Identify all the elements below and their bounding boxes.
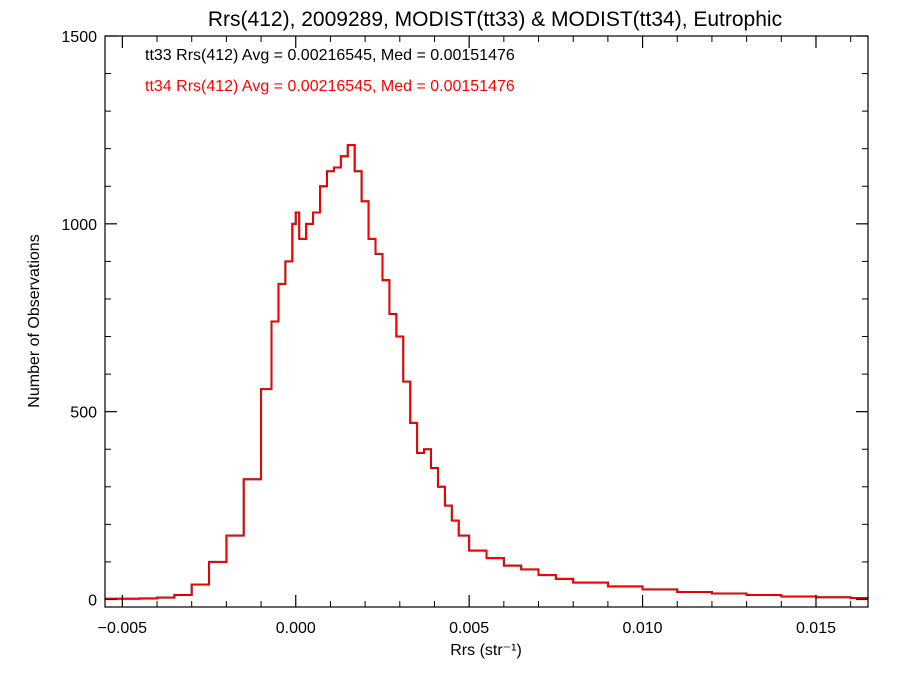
y-tick-label: 1500 [61,29,97,46]
y-tick-label: 0 [88,592,97,609]
legend-entry-tt33: tt33 Rrs(412) Avg = 0.00216545, Med = 0.… [145,47,515,64]
y-tick-label: 1000 [61,217,97,234]
series-line-tt34 [105,144,868,600]
plot-area-frame [104,35,869,608]
legend-entry-tt34: tt34 Rrs(412) Avg = 0.00216545, Med = 0.… [145,78,515,95]
y-axis-label: Number of Observations [26,234,43,407]
x-tick-label: −0.005 [98,620,147,637]
x-axis-label: Rrs (str⁻¹) [450,642,522,659]
x-tick-label: 0.015 [796,620,836,637]
chart-title: Rrs(412), 2009289, MODIST(tt33) & MODIST… [208,8,782,31]
series-line-tt33 [105,143,868,600]
x-tick-label: 0.000 [276,620,316,637]
y-tick-label: 500 [70,405,97,422]
x-tick-label: 0.010 [623,620,663,637]
x-tick-label: 0.005 [449,620,489,637]
